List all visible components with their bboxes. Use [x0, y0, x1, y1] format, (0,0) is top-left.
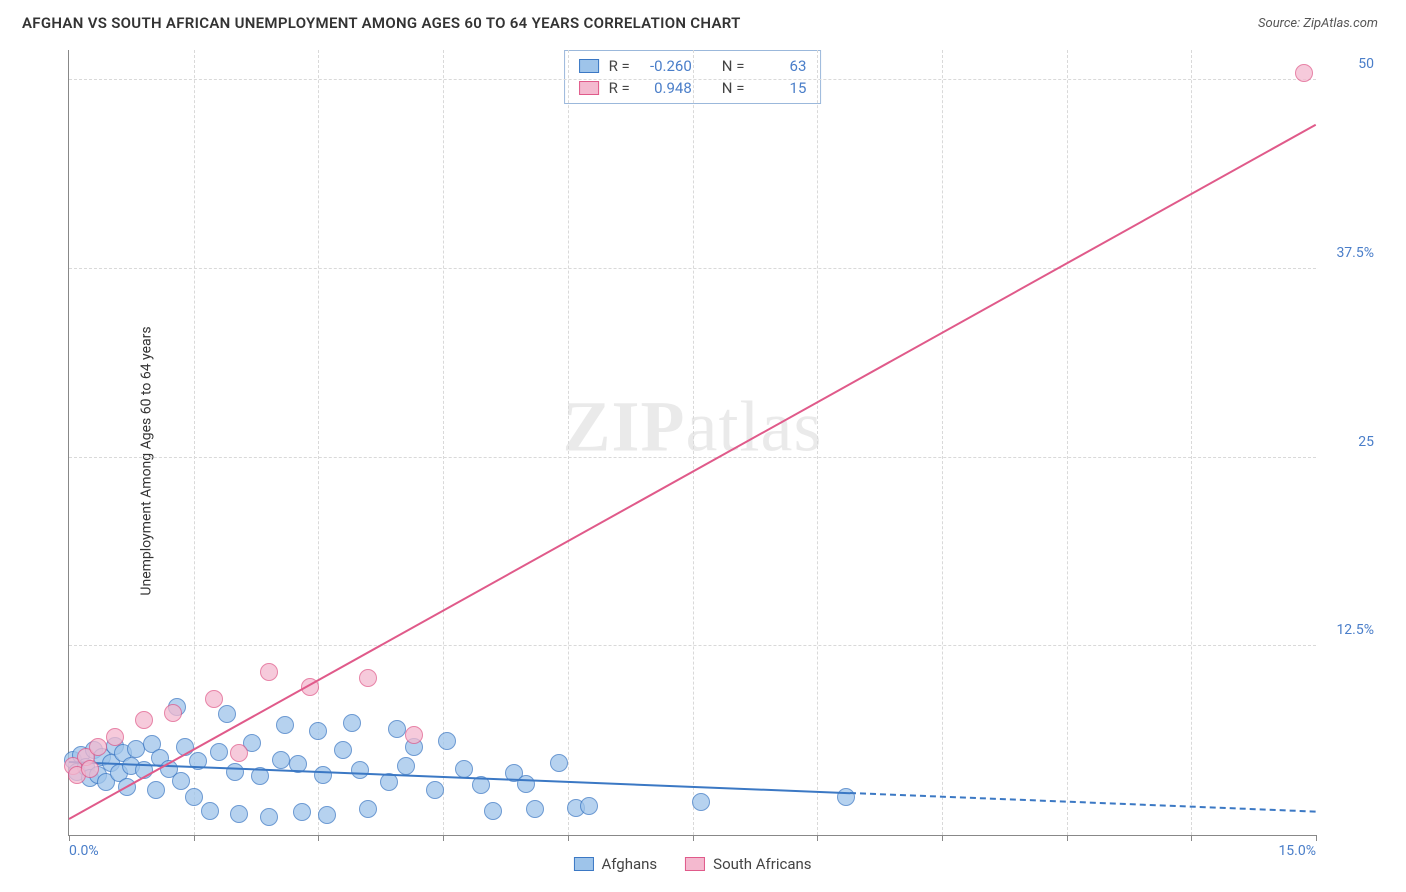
data-point — [359, 669, 377, 687]
data-point — [580, 797, 598, 815]
legend-swatch — [685, 857, 705, 871]
data-point — [426, 781, 444, 799]
x-tick-label: 0.0% — [69, 843, 99, 859]
x-tick-mark — [942, 835, 943, 841]
chart-title: AFGHAN VS SOUTH AFRICAN UNEMPLOYMENT AMO… — [22, 14, 741, 32]
data-point — [397, 757, 415, 775]
x-tick-mark — [69, 835, 70, 841]
gridline-vertical — [817, 50, 818, 835]
r-label: R = — [609, 55, 630, 77]
y-tick-label: 12.5% — [1336, 622, 1374, 638]
data-point — [293, 803, 311, 821]
data-point — [185, 788, 203, 806]
data-point — [484, 802, 502, 820]
data-point — [351, 761, 369, 779]
legend-swatch — [573, 857, 593, 871]
data-point — [692, 793, 710, 811]
data-point — [318, 806, 336, 824]
x-tick-mark — [817, 835, 818, 841]
chart-container: Unemployment Among Ages 60 to 64 years Z… — [22, 40, 1378, 882]
x-tick-mark — [1316, 835, 1317, 841]
data-point — [230, 805, 248, 823]
x-tick-label: 15.0% — [1278, 843, 1316, 859]
data-point — [260, 808, 278, 826]
n-value: 15 — [754, 77, 806, 99]
data-point — [230, 744, 248, 762]
y-tick-label: 50 — [1358, 56, 1374, 72]
data-point — [106, 728, 124, 746]
plot-area: ZIPatlas R =-0.260N =63R =0.948N =15 Afg… — [68, 50, 1316, 836]
gridline-vertical — [1067, 50, 1068, 835]
data-point — [1295, 64, 1313, 82]
x-tick-mark — [568, 835, 569, 841]
data-point — [334, 741, 352, 759]
data-point — [164, 704, 182, 722]
x-tick-mark — [1067, 835, 1068, 841]
x-tick-mark — [318, 835, 319, 841]
y-tick-label: 37.5% — [1336, 245, 1374, 261]
gridline-vertical — [194, 50, 195, 835]
series-legend: Afghans South Africans — [573, 855, 811, 873]
data-point — [147, 781, 165, 799]
legend-item: Afghans — [573, 855, 657, 873]
data-point — [388, 720, 406, 738]
data-point — [309, 722, 327, 740]
r-label: R = — [609, 77, 630, 99]
n-label: N = — [722, 55, 745, 77]
data-point — [210, 743, 228, 761]
x-tick-mark — [1191, 835, 1192, 841]
trend-line — [850, 792, 1316, 813]
source-attribution: Source: ZipAtlas.com — [1258, 16, 1378, 31]
gridline-vertical — [568, 50, 569, 835]
data-point — [550, 754, 568, 772]
y-tick-label: 25 — [1358, 434, 1374, 450]
data-point — [127, 740, 145, 758]
data-point — [260, 663, 278, 681]
data-point — [455, 760, 473, 778]
x-tick-mark — [194, 835, 195, 841]
data-point — [276, 716, 294, 734]
gridline-vertical — [318, 50, 319, 835]
r-value: 0.948 — [640, 77, 692, 99]
legend-swatch — [579, 59, 599, 73]
data-point — [205, 690, 223, 708]
legend-label: South Africans — [713, 855, 811, 873]
legend-item: South Africans — [685, 855, 811, 873]
data-point — [226, 763, 244, 781]
gridline-vertical — [942, 50, 943, 835]
data-point — [81, 760, 99, 778]
data-point — [89, 738, 107, 756]
gridline-vertical — [1191, 50, 1192, 835]
gridline-vertical — [693, 50, 694, 835]
legend-label: Afghans — [601, 855, 657, 873]
data-point — [272, 751, 290, 769]
data-point — [201, 802, 219, 820]
data-point — [218, 705, 236, 723]
n-label: N = — [722, 77, 745, 99]
data-point — [405, 726, 423, 744]
data-point — [172, 772, 190, 790]
n-value: 63 — [754, 55, 806, 77]
data-point — [517, 775, 535, 793]
data-point — [526, 800, 544, 818]
data-point — [314, 766, 332, 784]
data-point — [359, 800, 377, 818]
gridline-vertical — [443, 50, 444, 835]
r-value: -0.260 — [640, 55, 692, 77]
x-tick-mark — [693, 835, 694, 841]
x-tick-mark — [443, 835, 444, 841]
data-point — [135, 711, 153, 729]
data-point — [343, 714, 361, 732]
legend-swatch — [579, 81, 599, 95]
data-point — [438, 732, 456, 750]
